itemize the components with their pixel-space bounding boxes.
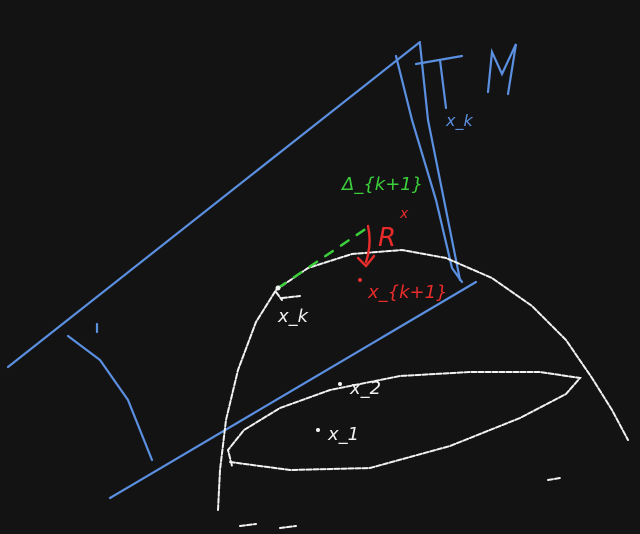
step-vector bbox=[276, 224, 372, 290]
current-point-dot bbox=[275, 285, 281, 291]
step-label: Δ_{k+1} bbox=[340, 174, 423, 195]
point-x1-dot bbox=[316, 428, 320, 432]
t-symbol bbox=[414, 54, 464, 110]
manifold-cross-section bbox=[226, 371, 582, 472]
retraction-superscript: x bbox=[399, 206, 409, 222]
retraction-curve bbox=[364, 224, 371, 264]
step-vector-line bbox=[276, 224, 372, 290]
manifold-right-mark bbox=[547, 477, 561, 481]
tangent-plane-label bbox=[414, 43, 518, 110]
tangent-plane-top-edge bbox=[6, 40, 422, 369]
tangent-plane-subscript: x_k bbox=[445, 111, 473, 131]
retraction-arrow bbox=[356, 224, 376, 268]
manifold-dome-outline bbox=[217, 248, 629, 511]
tangent-plane-right-edge bbox=[394, 54, 464, 284]
next-point-label: x_{k+1} bbox=[367, 282, 448, 303]
tangent-plane-left-mark bbox=[66, 334, 154, 462]
current-point-label: x_k bbox=[277, 306, 310, 327]
tangent-plane-bottom-edge bbox=[108, 280, 478, 500]
manifold-surface bbox=[217, 248, 629, 529]
point-x2-label: x_2 bbox=[349, 378, 381, 399]
manifold-bottom-mark bbox=[239, 523, 297, 529]
m-symbol bbox=[486, 43, 518, 96]
retraction-symbol: R bbox=[378, 223, 396, 253]
next-point-dot bbox=[358, 278, 362, 282]
point-x1-label: x_1 bbox=[327, 424, 359, 445]
retraction-arrowhead bbox=[356, 254, 376, 268]
tangent-plane-right-edge-2 bbox=[418, 42, 462, 282]
point-x2-dot bbox=[338, 382, 342, 386]
tangent-plane bbox=[6, 40, 478, 500]
manifold-inner-mark bbox=[275, 291, 301, 301]
